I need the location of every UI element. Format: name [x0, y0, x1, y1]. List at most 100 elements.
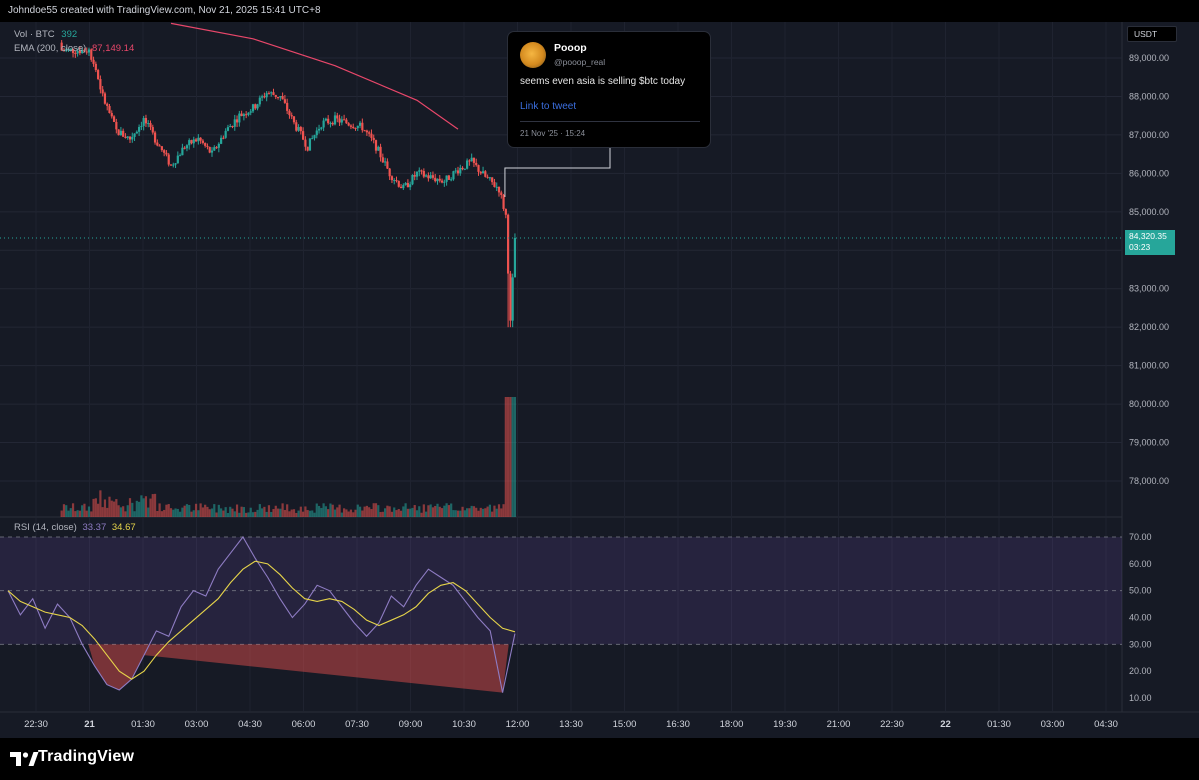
volume-bar [158, 503, 161, 517]
volume-bar [183, 505, 186, 517]
candle-body [358, 122, 362, 126]
volume-bar [443, 505, 446, 517]
time-tick-label: 21 [84, 719, 95, 730]
volume-bar [384, 508, 387, 517]
candle-body [390, 176, 394, 181]
candle-body [71, 48, 75, 54]
price-tick-label: 78,000.00 [1129, 476, 1169, 486]
candle-body [188, 140, 191, 146]
volume-bar [206, 506, 209, 517]
candle-body [450, 179, 453, 181]
candle-body [233, 119, 236, 127]
volume-bar [327, 509, 330, 517]
candle-body [185, 145, 189, 149]
last-price-tag: 84,320.35 03:23 [1125, 229, 1175, 255]
volume-bar [372, 503, 375, 517]
volume-bar [149, 498, 152, 517]
volume-bar [231, 508, 234, 517]
ema-200-line [170, 22, 459, 130]
candle-body [368, 132, 371, 134]
volume-bar [92, 498, 95, 517]
candle-body [167, 154, 170, 165]
time-tick-label: 04:30 [238, 719, 262, 730]
candle-body [279, 96, 282, 98]
candle-body [281, 96, 284, 100]
volume-bar [411, 507, 414, 517]
volume-bar [420, 512, 423, 517]
price-tick-label: 80,000.00 [1129, 399, 1169, 409]
volume-bar [213, 504, 216, 517]
volume-bar [304, 506, 307, 517]
volume-bar [204, 504, 207, 517]
volume-bar [459, 510, 462, 517]
volume-bar [322, 503, 325, 517]
candle-body [475, 162, 478, 166]
volume-bar [194, 503, 198, 517]
candle-body [90, 49, 93, 60]
candle-body [340, 119, 343, 123]
volume-bar [311, 510, 314, 517]
volume-legend: Vol · BTC 392 [14, 28, 134, 42]
candle-body [272, 92, 275, 95]
candle-body [374, 140, 378, 151]
tweet-card[interactable]: Pooop @pooop_real seems even asia is sel… [507, 31, 711, 148]
volume-bar [233, 511, 236, 517]
volume-bar [302, 511, 305, 517]
price-tick-label: 79,000.00 [1129, 438, 1169, 448]
volume-bar [110, 500, 113, 517]
candle-body [386, 161, 389, 169]
footer: TradingView [0, 738, 1199, 780]
candle-body [427, 175, 430, 179]
candle-body [297, 127, 300, 131]
currency-selector-button[interactable]: USDT [1127, 26, 1177, 42]
volume-bar [299, 506, 302, 517]
volume-bar [185, 504, 189, 517]
tweet-link[interactable]: Link to tweet [520, 101, 577, 112]
volume-bar [167, 504, 170, 517]
price-tick-label: 82,000.00 [1129, 322, 1169, 332]
candle-body [169, 164, 173, 166]
price-tick-label: 85,000.00 [1129, 207, 1169, 217]
volume-bar [197, 510, 200, 517]
candle-body [381, 157, 384, 163]
candle-body [220, 137, 223, 144]
volume-bar [188, 504, 191, 517]
candle-body [156, 142, 159, 146]
volume-bar [156, 510, 159, 517]
candle-body [83, 49, 86, 52]
volume-bar [413, 505, 416, 517]
volume-bar [124, 511, 127, 517]
volume-bar [270, 511, 273, 517]
candle-body [138, 126, 141, 132]
volume-bar [261, 508, 264, 517]
candle-body [290, 115, 293, 117]
volume-bar [153, 493, 157, 517]
candle-body [327, 118, 330, 124]
candle-body [413, 174, 416, 177]
chart-area[interactable]: 89,000.00 88,000.00 87,000.00 86,000.00 85,0… [0, 22, 1199, 738]
volume-bar [347, 511, 350, 517]
volume-bar [267, 505, 271, 517]
volume-bar [352, 512, 355, 517]
volume-bar [488, 504, 491, 517]
volume-bar [452, 510, 455, 517]
time-tick-label: 18:00 [720, 719, 744, 730]
volume-bar [163, 509, 166, 517]
candle-body [372, 137, 375, 141]
tradingview-logo-icon[interactable] [10, 749, 140, 769]
volume-bar [281, 503, 284, 517]
rsi-line [7, 536, 516, 693]
candle-body [324, 118, 327, 121]
ema-legend-label: EMA (200, close) [14, 43, 87, 54]
rsi-tick-label: 30.00 [1129, 639, 1152, 649]
volume-bar [71, 503, 75, 517]
volume-bar [115, 499, 118, 517]
volume-bar [468, 508, 471, 517]
volume-bar [336, 507, 339, 517]
time-tick-label: 12:00 [506, 719, 530, 730]
candle-body [210, 150, 214, 153]
candle-body [479, 171, 482, 174]
volume-bar [481, 508, 485, 517]
volume-bar [402, 506, 405, 517]
volume-bar [128, 498, 132, 517]
